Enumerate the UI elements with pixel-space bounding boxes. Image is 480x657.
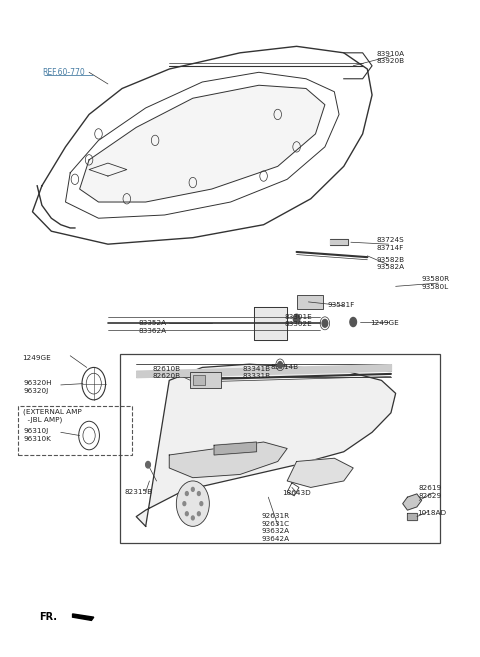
Text: 82619
82629: 82619 82629: [418, 486, 442, 499]
Text: 83301E
83302E: 83301E 83302E: [285, 314, 312, 327]
Circle shape: [350, 317, 357, 327]
FancyBboxPatch shape: [297, 295, 323, 309]
Circle shape: [185, 512, 188, 516]
Circle shape: [278, 361, 282, 368]
Text: (EXTERNAL AMP
  -JBL AMP): (EXTERNAL AMP -JBL AMP): [23, 409, 82, 423]
Circle shape: [192, 487, 194, 491]
Circle shape: [322, 319, 328, 327]
Text: REF.60-770: REF.60-770: [42, 68, 84, 77]
Circle shape: [145, 461, 150, 468]
Text: 96310J
96310K: 96310J 96310K: [23, 428, 51, 442]
Text: 18643D: 18643D: [282, 489, 311, 495]
Text: 1018AD: 1018AD: [417, 510, 446, 516]
Bar: [193, 375, 204, 385]
Text: 92631R
92631C
93632A
93642A: 92631R 92631C 93632A 93642A: [261, 513, 289, 542]
Circle shape: [197, 512, 200, 516]
Circle shape: [183, 502, 186, 506]
Polygon shape: [169, 442, 287, 478]
Polygon shape: [330, 239, 348, 246]
Circle shape: [293, 314, 300, 323]
Circle shape: [192, 516, 194, 520]
Polygon shape: [287, 458, 353, 487]
Text: 96320H
96320J: 96320H 96320J: [23, 380, 52, 394]
Text: 83714B: 83714B: [271, 365, 299, 371]
Text: 93582B
93582A: 93582B 93582A: [377, 257, 405, 271]
Polygon shape: [254, 307, 287, 340]
Polygon shape: [214, 442, 256, 455]
Text: FR.: FR.: [39, 612, 58, 622]
Text: 83910A
83920B: 83910A 83920B: [377, 51, 405, 64]
Text: 1249GE: 1249GE: [22, 355, 51, 361]
Text: 82610B
82620B: 82610B 82620B: [153, 366, 181, 379]
Text: 1249GE: 1249GE: [370, 321, 398, 327]
Text: 83352A
83362A: 83352A 83362A: [139, 321, 167, 334]
Circle shape: [200, 502, 203, 506]
Polygon shape: [80, 85, 325, 202]
Polygon shape: [403, 494, 421, 510]
Text: 83724S
83714F: 83724S 83714F: [377, 237, 405, 251]
Bar: [191, 372, 221, 388]
Text: 82315B: 82315B: [124, 489, 153, 495]
Circle shape: [176, 481, 209, 526]
Polygon shape: [72, 614, 94, 620]
Text: 83341B
83331B: 83341B 83331B: [242, 366, 271, 379]
Polygon shape: [136, 364, 396, 526]
Polygon shape: [408, 513, 417, 520]
Circle shape: [185, 491, 188, 495]
Circle shape: [197, 491, 200, 495]
Text: 93581F: 93581F: [327, 302, 355, 308]
Text: 93580R
93580L: 93580R 93580L: [421, 277, 450, 290]
